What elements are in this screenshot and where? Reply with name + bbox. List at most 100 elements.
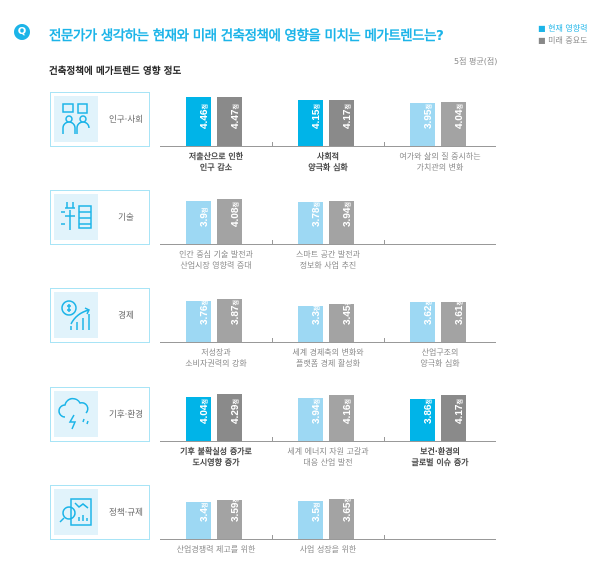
current-bar: 3.5점 (298, 500, 323, 539)
future-bar: 3.94점 (329, 200, 354, 244)
bar-value-label: 4.16점 (341, 398, 353, 424)
bar-value-label: 3.76점 (198, 299, 210, 325)
bar-value-label: 3.3점 (310, 305, 322, 325)
future-bar: 4.08점 (217, 199, 242, 244)
bar-value-label: 3.86점 (422, 398, 434, 424)
category-box: 기후·환경 (50, 387, 150, 442)
bar-value-label: 3.59점 (229, 496, 241, 522)
legend-current: ■ 현재 영향력 (538, 24, 588, 33)
group-divider (384, 338, 385, 343)
legend-future: ■ 미래 중요도 (538, 36, 588, 45)
group-divider (384, 535, 385, 540)
bar-value-label: 3.78점 (310, 201, 322, 227)
item-label: 기후 불확실성 증가로 도시영향 증가 (180, 447, 252, 467)
item-label: 세계 경제축의 변화와 플랫폼 경제 활성화 (292, 348, 364, 368)
group-divider (272, 142, 273, 147)
category-box: 기술 (50, 190, 150, 245)
people-chat-icon (54, 96, 98, 142)
category-label: 기술 (118, 213, 134, 223)
bar-value-label: 3.87점 (229, 299, 241, 325)
item-label: 사업 성장을 위한 (299, 545, 357, 554)
category-label: 인구·사회 (109, 115, 143, 125)
item-label: 여가와 삶의 질 중시하는 가치관의 변화 (399, 152, 481, 172)
bar-value-label: 4.04점 (453, 103, 465, 129)
item-label: 저성장과 소비자권력의 강화 (185, 348, 247, 368)
future-bar: 3.59점 (217, 496, 242, 539)
category-label: 경제 (118, 311, 134, 321)
bar-value-label: 3.45점 (341, 299, 353, 325)
item-label: 인간 중심 기술 발전과 산업시장 영향력 증대 (179, 250, 253, 270)
current-bar: 3.95점 (410, 102, 435, 146)
future-bar: 4.04점 (441, 101, 466, 146)
group-divider (272, 535, 273, 540)
bar-value-label: 3.5점 (310, 502, 322, 522)
bar-value-label: 4.15점 (310, 103, 322, 129)
bar-value-label: 3.4점 (198, 502, 210, 522)
current-bar: 3.4점 (186, 501, 211, 539)
item-label: 스마트 공간 발전과 정보화 사업 추진 (296, 250, 360, 270)
future-bar: 4.17점 (441, 395, 466, 441)
bar-value-label: 4.47점 (229, 103, 241, 129)
storm-cloud-icon (54, 391, 98, 437)
policy-chart-icon (54, 489, 98, 535)
baseline (160, 539, 496, 540)
group-divider (272, 240, 273, 245)
chart-title: 건축정책에 메가트렌드 영향 정도 (49, 66, 182, 77)
current-bar: 3.3점 (298, 306, 323, 342)
future-bar: 3.87점 (217, 299, 242, 342)
baseline (160, 342, 496, 343)
bar-value-label: 4.08점 (229, 201, 241, 227)
group-divider (384, 240, 385, 245)
baseline (160, 146, 496, 147)
item-label: 사회적 양극화 심화 (308, 152, 348, 172)
group-divider (384, 437, 385, 442)
future-bar: 3.65점 (329, 496, 354, 539)
current-bar: 3.62점 (410, 300, 435, 342)
bar-value-label: 4.46점 (198, 103, 210, 129)
legend: ■ 현재 영향력 ■ 미래 중요도 (538, 23, 587, 47)
future-bar: 3.61점 (441, 299, 466, 342)
future-bar: 4.29점 (217, 393, 242, 441)
bar-value-label: 4.04점 (198, 398, 210, 424)
category-box: 경제 (50, 288, 150, 343)
current-bar: 3.94점 (298, 397, 323, 441)
future-bar: 4.47점 (217, 96, 242, 146)
bar-value-label: 4.17점 (453, 398, 465, 424)
item-label: 보건·환경의 글로벌 이슈 증가 (411, 447, 469, 467)
baseline (160, 244, 496, 245)
current-bar: 4.15점 (298, 100, 323, 146)
current-bar: 4.04점 (186, 396, 211, 441)
dollar-growth-icon (54, 292, 98, 338)
item-label: 산업구조의 양극화 심화 (420, 348, 460, 368)
group-divider (384, 142, 385, 147)
current-bar: 3.9점 (186, 201, 211, 244)
bar-value-label: 3.94점 (341, 201, 353, 227)
baseline (160, 441, 496, 442)
bar-value-label: 3.95점 (422, 103, 434, 129)
current-bar: 3.76점 (186, 299, 211, 342)
bar-value-label: 3.94점 (310, 398, 322, 424)
category-label: 정책·규제 (109, 508, 143, 518)
q-icon: Q (14, 24, 30, 40)
bar-value-label: 3.61점 (453, 299, 465, 325)
current-bar: 4.46점 (186, 96, 211, 146)
item-label: 저출산으로 인한 인구 감소 (188, 152, 244, 172)
current-bar: 3.86점 (410, 398, 435, 441)
item-label: 세계 에너지 자원 고갈과 대응 산업 발전 (287, 447, 369, 467)
bar-value-label: 4.17점 (341, 103, 353, 129)
page-title: 전문가가 생각하는 현재와 미래 건축정책에 영향을 미치는 메가트렌드는? (49, 28, 444, 44)
category-box: 인구·사회 (50, 92, 150, 147)
future-bar: 3.45점 (329, 300, 354, 342)
current-bar: 3.78점 (298, 202, 323, 244)
group-divider (272, 437, 273, 442)
category-box: 정책·규제 (50, 485, 150, 540)
bar-value-label: 3.65점 (341, 496, 353, 522)
group-divider (272, 338, 273, 343)
future-bar: 4.16점 (329, 395, 354, 441)
item-label: 산업경쟁력 제고를 위한 (176, 545, 256, 554)
bar-value-label: 3.9점 (198, 207, 210, 227)
